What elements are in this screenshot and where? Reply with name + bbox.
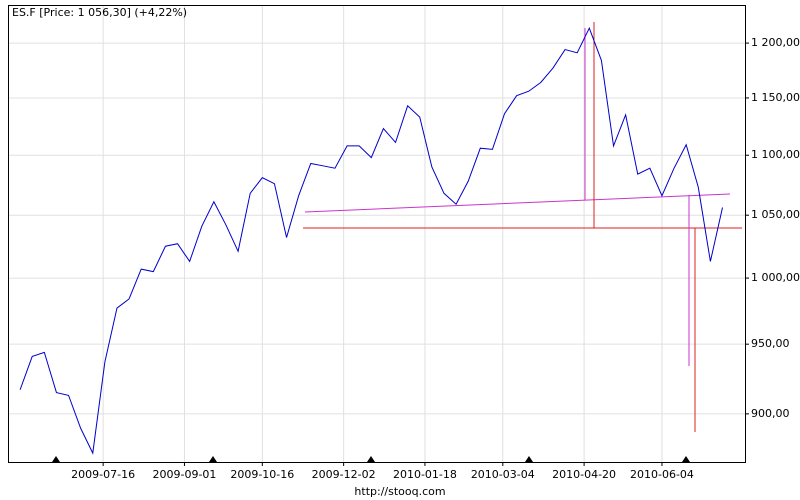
annotations — [303, 22, 742, 432]
price-line — [19, 26, 723, 455]
plot-frame — [8, 5, 746, 463]
event-marker — [682, 456, 690, 462]
x-tick-label: 2009-09-01 — [152, 468, 216, 481]
grid — [8, 5, 745, 462]
y-tick-label: 900,00 — [751, 407, 790, 420]
y-tick-label: 950,00 — [751, 337, 790, 350]
x-tick-label: 2009-10-16 — [230, 468, 294, 481]
event-markers — [52, 456, 690, 462]
y-tick-label: 1 000,00 — [751, 271, 800, 284]
event-marker — [209, 456, 217, 462]
event-marker — [525, 456, 533, 462]
y-tick-label: 1 100,00 — [751, 148, 800, 161]
event-marker — [367, 456, 375, 462]
x-tick-label: 2010-03-04 — [471, 468, 535, 481]
y-tick-label: 1 050,00 — [751, 208, 800, 221]
x-tick-label: 2010-01-18 — [393, 468, 457, 481]
x-tick-label: 2009-07-16 — [71, 468, 135, 481]
x-tick-label: 2009-12-02 — [312, 468, 376, 481]
y-tick-label: 1 150,00 — [751, 91, 800, 104]
event-marker — [52, 456, 60, 462]
x-tick-label: 2010-06-04 — [630, 468, 694, 481]
trend-line — [304, 193, 731, 213]
chart-title: ES.F [Price: 1 056,30] (+4,22%) — [12, 6, 187, 19]
footer: http://stooq.com — [354, 485, 445, 498]
x-tick-label: 2010-04-20 — [552, 468, 616, 481]
y-tick-label: 1 200,00 — [751, 36, 800, 49]
